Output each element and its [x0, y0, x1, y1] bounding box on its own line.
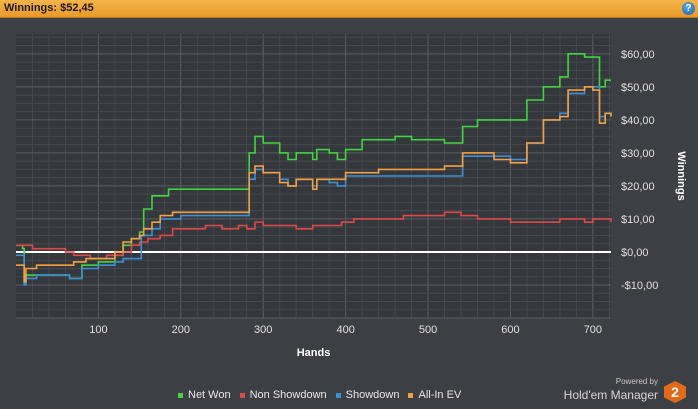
- x-tick-label: 400: [336, 324, 354, 336]
- x-tick-label: 600: [501, 324, 519, 336]
- help-icon[interactable]: ?: [682, 2, 695, 15]
- legend-swatch: [335, 392, 341, 398]
- y-tick-label: -$10,00: [621, 280, 658, 292]
- y-tick-label: $10,00: [621, 214, 655, 226]
- chart-legend: Net Won Non Showdown Showdown All-In EV: [178, 389, 470, 401]
- title-bar: Winnings: $52,45 ?: [0, 0, 698, 18]
- x-tick-label: 100: [89, 324, 107, 336]
- series-line-net-won: [16, 53, 611, 283]
- legend-item[interactable]: Showdown: [335, 389, 400, 401]
- legend-label: Net Won: [188, 389, 231, 401]
- plot-area: [16, 34, 611, 318]
- legend-item[interactable]: Non Showdown: [239, 389, 327, 401]
- y-tick-label: $30,00: [621, 148, 655, 160]
- winnings-title: Winnings: $52,45: [4, 2, 94, 14]
- winnings-graph: 100 200 300 400 500 600 700 -$10,00 $0,00 $10,00 $…: [16, 34, 687, 359]
- legend-item[interactable]: All-In EV: [408, 389, 461, 401]
- legend-label: All-In EV: [418, 389, 462, 401]
- powered-by-label: Powered by: [615, 377, 658, 386]
- hm2-logo-icon: 2: [664, 381, 686, 403]
- series-line-all-in-ev: [16, 86, 612, 283]
- legend-swatch: [178, 392, 183, 398]
- legend-item[interactable]: Net Won: [178, 389, 231, 401]
- y-tick-label: $0,00: [621, 247, 649, 259]
- y-tick-label: $50,00: [621, 82, 655, 94]
- x-tick-label: 700: [584, 324, 602, 336]
- y-tick-label: $40,00: [621, 115, 655, 127]
- legend-label: Non Showdown: [249, 389, 327, 401]
- x-tick-label: 200: [172, 324, 190, 336]
- legend-swatch: [408, 392, 414, 398]
- y-tick-label: $20,00: [621, 181, 655, 193]
- brand-logo: Powered by Hold'em Manager 2: [546, 377, 686, 405]
- y-axis-label: Winnings: [675, 151, 687, 200]
- series-line-non-showdown: [16, 211, 612, 260]
- x-axis-label: Hands: [297, 347, 331, 359]
- x-tick-label: 300: [254, 324, 272, 336]
- brand-name: Hold'em Manager: [563, 388, 658, 402]
- x-tick-label: 500: [419, 324, 437, 336]
- legend-swatch: [239, 392, 245, 398]
- legend-label: Showdown: [345, 389, 400, 401]
- y-tick-label: $60,00: [621, 49, 655, 61]
